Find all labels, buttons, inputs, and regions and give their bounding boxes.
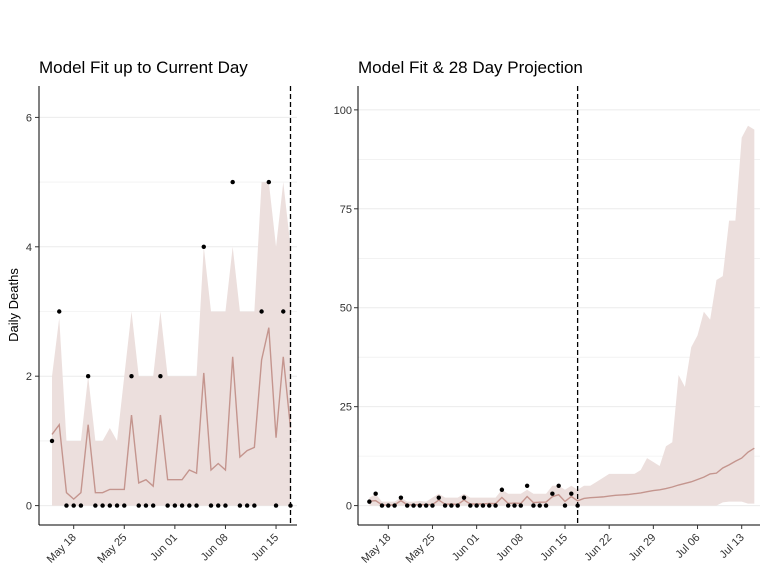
observed-point xyxy=(398,495,404,500)
observed-point xyxy=(411,503,416,508)
observed-point xyxy=(417,503,423,508)
observed-point xyxy=(518,503,524,508)
observed-point xyxy=(216,503,221,508)
y-tick-label: 6 xyxy=(26,112,32,124)
x-tick-label: May 25 xyxy=(95,532,129,566)
observed-point xyxy=(537,503,542,508)
observed-point xyxy=(480,503,486,508)
observed-point xyxy=(442,503,448,508)
observed-point xyxy=(107,503,113,508)
fit-median-line xyxy=(51,327,292,501)
y-axis-label: Daily Deaths xyxy=(6,268,21,342)
observed-point xyxy=(208,503,214,508)
panel-projection: 0 25 50 75 100 May 18 May 25 Jun 01 Jun 08 Jun 15… xyxy=(334,58,760,566)
observed-point xyxy=(455,503,460,508)
observed-point xyxy=(129,373,134,379)
x-tick-label: Jun 01 xyxy=(148,532,180,564)
confidence-ribbon xyxy=(52,182,291,506)
observed-point xyxy=(64,503,69,508)
observed-point xyxy=(57,309,62,314)
observed-point xyxy=(379,503,385,508)
y-tick-label: 75 xyxy=(340,204,352,216)
observed-point xyxy=(237,503,243,508)
x-tick-label: May 18 xyxy=(359,532,393,566)
x-tick-label: Jun 08 xyxy=(494,532,526,564)
x-tick-label: Jun 15 xyxy=(538,532,570,564)
observed-point xyxy=(179,503,185,508)
observed-point xyxy=(49,438,55,444)
observed-point xyxy=(172,503,178,508)
observed-point xyxy=(449,503,454,508)
y-tick-label: 25 xyxy=(340,402,352,414)
observed-point xyxy=(100,503,105,508)
x-tick-label: Jun 01 xyxy=(450,532,482,564)
observed-point xyxy=(512,503,517,508)
y-tick-label: 0 xyxy=(346,501,352,513)
observed-point xyxy=(187,503,192,508)
panel-model-fit: 0 2 4 6 May 18 May 25 Jun 01 Jun 08 Jun 15 Model … xyxy=(26,58,297,566)
observed-point xyxy=(468,503,473,508)
x-tick-label: Jun 29 xyxy=(627,532,659,564)
observed-point xyxy=(367,499,372,504)
observed-point xyxy=(273,503,279,508)
y-tick-label: 100 xyxy=(334,105,352,117)
observed-point xyxy=(165,503,170,508)
observed-point xyxy=(93,503,98,508)
observed-point xyxy=(531,503,536,508)
observed-point xyxy=(392,503,397,508)
observed-point xyxy=(505,503,511,508)
observed-point xyxy=(569,491,574,496)
observed-point xyxy=(493,503,498,508)
x-tick-label: May 25 xyxy=(404,532,438,566)
observed-point xyxy=(430,503,435,508)
observed-point xyxy=(122,503,127,508)
observed-point xyxy=(223,503,228,508)
observed-point xyxy=(436,495,441,500)
x-tick-label: Jun 22 xyxy=(582,532,614,564)
observed-point xyxy=(114,503,120,508)
observed-point xyxy=(461,495,467,500)
x-tick-label: Jun 15 xyxy=(249,532,281,564)
observed-point xyxy=(562,503,568,508)
observed-point xyxy=(524,483,530,489)
observed-point xyxy=(194,503,199,508)
x-tick-label: Jun 08 xyxy=(199,532,231,564)
observed-point xyxy=(78,503,84,508)
observed-point xyxy=(487,503,492,508)
observed-point xyxy=(550,491,555,496)
observed-point xyxy=(266,179,272,185)
observed-point xyxy=(543,503,549,508)
confidence-ribbon xyxy=(369,125,755,506)
panel-title: Model Fit up to Current Day xyxy=(39,58,248,77)
observed-point xyxy=(386,503,391,508)
observed-point xyxy=(150,503,156,508)
x-tick-label: May 18 xyxy=(45,532,79,566)
observed-point xyxy=(405,503,410,508)
y-tick-label: 0 xyxy=(26,501,32,513)
observed-point xyxy=(373,491,378,496)
observed-point xyxy=(201,244,206,250)
panel-title: Model Fit & 28 Day Projection xyxy=(358,58,583,77)
observed-point xyxy=(556,483,561,489)
observed-point xyxy=(281,309,286,314)
x-tick-label: Jul 06 xyxy=(673,532,702,561)
observed-point xyxy=(423,503,429,508)
x-tick-label: Jul 13 xyxy=(718,532,747,561)
observed-point xyxy=(143,503,149,508)
observed-point xyxy=(474,503,479,508)
observed-point xyxy=(136,503,141,508)
observed-point xyxy=(158,373,163,379)
observed-point xyxy=(244,503,250,508)
y-tick-label: 2 xyxy=(26,371,32,383)
observed-point xyxy=(499,487,505,492)
observed-point xyxy=(259,309,264,314)
observed-point xyxy=(252,503,257,508)
y-tick-label: 50 xyxy=(340,303,352,315)
observed-point xyxy=(230,179,235,185)
y-tick-label: 4 xyxy=(26,242,32,254)
observed-point xyxy=(85,373,91,379)
observed-point xyxy=(71,503,76,508)
